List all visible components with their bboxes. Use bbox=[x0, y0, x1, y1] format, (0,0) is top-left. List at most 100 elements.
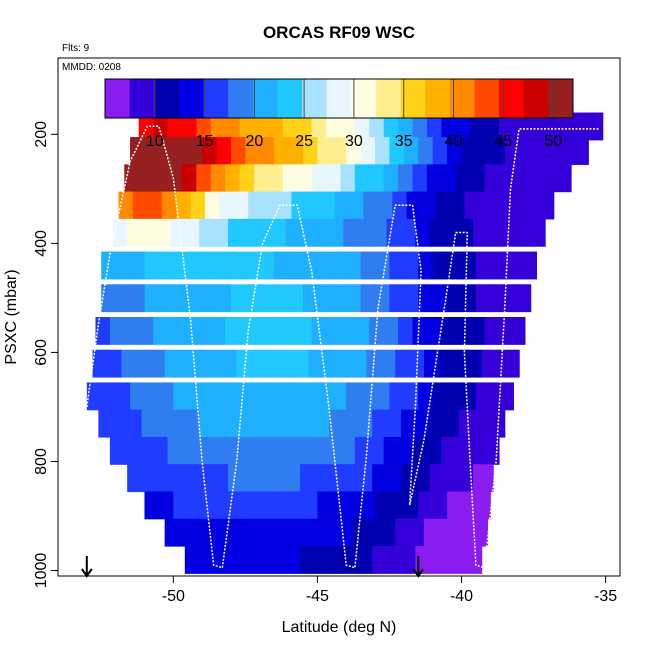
heatmap-cell bbox=[328, 409, 344, 438]
heatmap-cell bbox=[155, 218, 171, 247]
heatmap-cell bbox=[288, 382, 304, 411]
heatmap-cell bbox=[340, 436, 356, 465]
heatmap-cell bbox=[158, 251, 174, 280]
heatmap-cell bbox=[426, 436, 442, 465]
heatmap-cell bbox=[294, 518, 310, 547]
heatmap-cell bbox=[323, 349, 339, 378]
heatmap-cell bbox=[519, 137, 535, 165]
heatmap-cell bbox=[372, 464, 388, 493]
heatmap-cell bbox=[274, 137, 290, 165]
heatmap-cell bbox=[127, 218, 143, 247]
heatmap-cell bbox=[124, 317, 140, 345]
heatmap-cell bbox=[282, 164, 298, 193]
heatmap-cell bbox=[470, 112, 486, 141]
heatmap-cell bbox=[432, 137, 448, 165]
heatmap-cell bbox=[441, 112, 457, 141]
heatmap-cell bbox=[481, 349, 497, 378]
heatmap-cell bbox=[210, 317, 226, 345]
heatmap-cell bbox=[400, 218, 416, 247]
heatmap-cell bbox=[389, 284, 405, 313]
colorbar-swatch bbox=[375, 79, 402, 118]
heatmap-cell bbox=[490, 382, 506, 411]
heatmap-cell bbox=[389, 251, 405, 280]
colorbar-swatch bbox=[326, 79, 352, 118]
heatmap-cell bbox=[550, 191, 555, 220]
heatmap-cell bbox=[432, 491, 448, 520]
heatmap-cell bbox=[184, 409, 200, 438]
heatmap-cell bbox=[124, 436, 140, 465]
colorbar-swatch bbox=[252, 79, 278, 118]
heatmap-cell bbox=[444, 218, 460, 247]
heatmap-cell bbox=[351, 518, 367, 547]
heatmap-cell bbox=[383, 164, 399, 193]
heatmap-cell bbox=[426, 317, 442, 345]
heatmap-cell bbox=[449, 191, 465, 220]
heatmap-cell bbox=[282, 436, 298, 465]
chart-title: ORCAS RF09 WSC bbox=[263, 23, 415, 42]
heatmap-cell bbox=[331, 251, 347, 280]
heatmap-cell bbox=[501, 409, 506, 438]
heatmap-cell bbox=[461, 284, 477, 313]
heatmap-cell bbox=[86, 382, 102, 411]
heatmap-cell bbox=[346, 491, 362, 520]
heatmap-cell bbox=[357, 546, 373, 574]
heatmap-cell bbox=[317, 491, 333, 520]
heatmap-cell bbox=[282, 317, 298, 345]
heatmap-cell bbox=[155, 464, 171, 493]
heatmap-cell bbox=[403, 382, 419, 411]
heatmap-cell bbox=[585, 112, 601, 141]
heatmap-cell bbox=[478, 191, 494, 220]
heatmap-cell bbox=[490, 137, 506, 165]
heatmap-cell bbox=[274, 251, 290, 280]
heatmap-cell bbox=[487, 409, 503, 438]
heatmap-cell bbox=[101, 284, 117, 313]
heatmap-cell bbox=[314, 409, 330, 438]
heatmap-cell bbox=[380, 518, 396, 547]
heatmap-cell bbox=[158, 382, 174, 411]
heatmap-cell bbox=[216, 491, 232, 520]
heatmap-cell bbox=[418, 491, 434, 520]
heatmap-cell bbox=[213, 218, 229, 247]
heatmap-cell bbox=[400, 409, 416, 438]
heatmap-cell bbox=[311, 436, 327, 465]
heatmap-cell bbox=[458, 218, 474, 247]
heatmap-cell bbox=[328, 218, 344, 247]
heatmap-cell bbox=[357, 409, 373, 438]
heatmap-cell bbox=[331, 137, 347, 165]
heatmap-cell bbox=[130, 251, 146, 280]
colorbar-tick-label: 35 bbox=[395, 133, 413, 150]
heatmap-cell bbox=[130, 137, 146, 165]
heatmap-cell bbox=[256, 464, 272, 493]
heatmap-cell bbox=[228, 464, 244, 493]
heatmap-cell bbox=[455, 164, 471, 193]
heatmap-cell bbox=[245, 491, 261, 520]
heatmap-cell bbox=[475, 251, 491, 280]
heatmap-cell bbox=[213, 464, 229, 493]
heatmap-cell bbox=[135, 349, 151, 378]
heatmap-cell bbox=[386, 464, 402, 493]
y-tick-label: 400 bbox=[33, 230, 50, 257]
heatmap-cell bbox=[467, 349, 483, 378]
heatmap-cell bbox=[173, 382, 189, 411]
heatmap-cell bbox=[484, 436, 500, 465]
heatmap-cell bbox=[297, 317, 313, 345]
colorbar-swatch bbox=[400, 79, 426, 118]
heatmap-cell bbox=[441, 317, 457, 345]
heatmap-cell bbox=[153, 112, 169, 141]
heatmap-cell bbox=[161, 191, 177, 220]
heatmap-cell bbox=[187, 491, 203, 520]
heatmap-cell bbox=[415, 409, 431, 438]
heatmap-cell bbox=[239, 164, 255, 193]
heatmap-cell bbox=[219, 191, 235, 220]
heatmap-cell bbox=[571, 112, 587, 141]
heatmap-cell bbox=[193, 518, 209, 547]
heatmap-cell bbox=[369, 112, 385, 141]
heatmap-cell bbox=[253, 112, 269, 141]
heatmap-cell bbox=[291, 191, 307, 220]
heatmap-cell bbox=[340, 112, 356, 141]
heatmap-cell bbox=[259, 251, 275, 280]
heatmap-cell bbox=[236, 518, 252, 547]
heatmap-cell bbox=[268, 112, 284, 141]
heatmap-cell bbox=[326, 164, 342, 193]
heatmap-cell bbox=[106, 349, 122, 378]
